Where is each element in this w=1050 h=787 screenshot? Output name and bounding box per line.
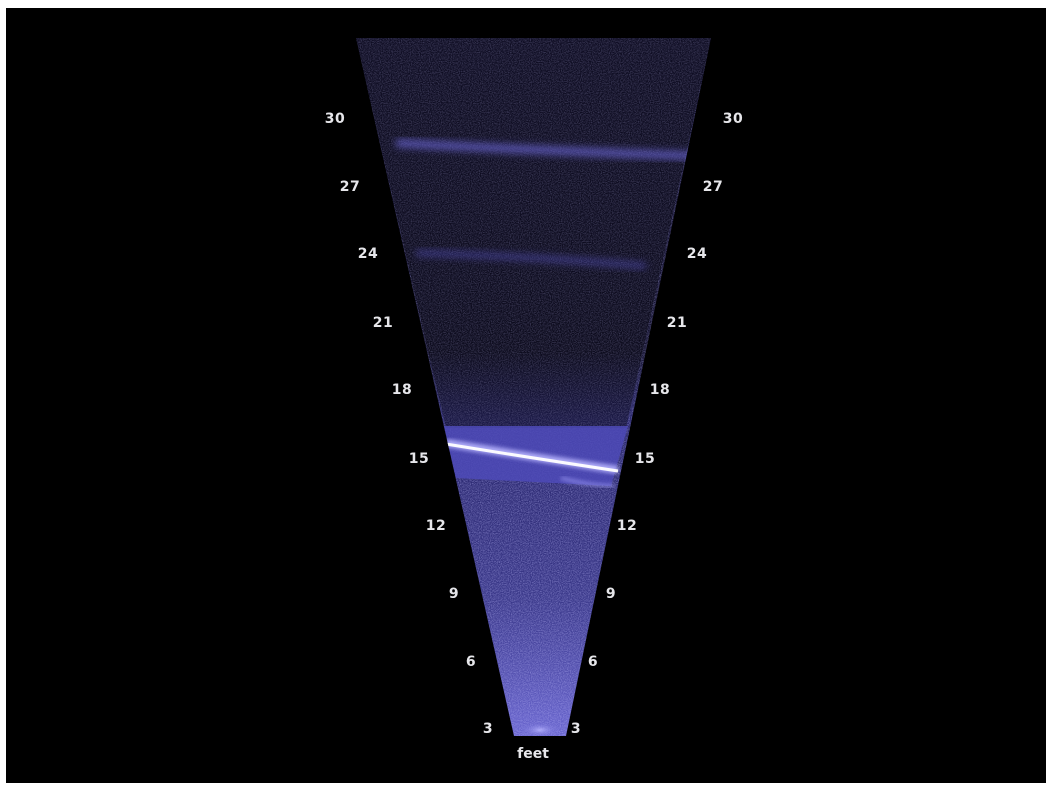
range-tick-left-21: 21 [372, 315, 394, 331]
range-tick-left-24: 24 [357, 246, 379, 262]
range-tick-left-15: 15 [408, 451, 430, 467]
range-tick-right-24: 24 [686, 246, 708, 262]
range-tick-left-6: 6 [465, 654, 477, 670]
range-tick-left-3: 3 [482, 721, 494, 737]
range-tick-right-18: 18 [649, 382, 671, 398]
range-tick-right-15: 15 [634, 451, 656, 467]
range-tick-left-30: 30 [324, 111, 346, 127]
range-tick-right-6: 6 [587, 654, 599, 670]
range-tick-right-12: 12 [616, 518, 638, 534]
sonar-beam-image [356, 38, 711, 736]
range-tick-right-27: 27 [702, 179, 724, 195]
range-unit-label: feet [517, 746, 549, 762]
range-tick-right-3: 3 [570, 721, 582, 737]
range-tick-left-9: 9 [448, 586, 460, 602]
sonar-display: 30 27 24 21 18 15 12 9 6 3 30 27 24 21 18 15 12 9 6 3 feet [6, 8, 1046, 783]
range-tick-right-9: 9 [605, 586, 617, 602]
range-tick-left-18: 18 [391, 382, 413, 398]
range-tick-left-27: 27 [339, 179, 361, 195]
range-tick-left-12: 12 [425, 518, 447, 534]
range-tick-right-21: 21 [666, 315, 688, 331]
echo-bands [395, 139, 697, 736]
range-tick-right-30: 30 [722, 111, 744, 127]
